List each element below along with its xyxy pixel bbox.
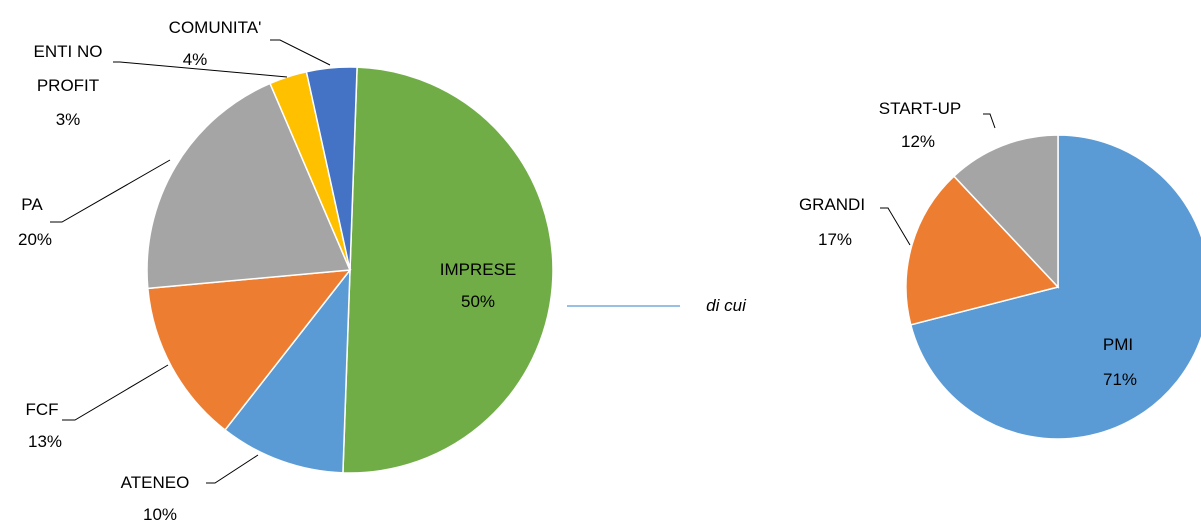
slice-value-label: 12% xyxy=(900,132,936,151)
slice-label: ENTI NO PROFIT xyxy=(33,42,103,95)
leader-line xyxy=(880,207,911,246)
leader-line xyxy=(62,364,169,421)
slice-value-label: 3% xyxy=(55,110,81,129)
slice-value-label: 50% xyxy=(460,292,496,311)
leader-line xyxy=(50,159,171,223)
connector-label: di cui xyxy=(706,296,746,315)
pie-slice xyxy=(909,134,1201,440)
pie-slice xyxy=(952,134,1059,289)
pie-slice xyxy=(146,82,352,290)
slice-value-label: 71% xyxy=(1102,370,1138,389)
slice-value-label: 17% xyxy=(817,230,853,249)
slice-label: IMPRESE xyxy=(439,260,517,279)
slice-label: GRANDI xyxy=(798,195,866,214)
pie-slice xyxy=(223,267,351,474)
pie-slice xyxy=(147,269,352,432)
slice-label: PA xyxy=(21,195,43,214)
slice-label: FCF xyxy=(25,400,59,419)
slice-label: START-UP xyxy=(878,99,962,118)
leader-line xyxy=(206,454,259,484)
slice-label: PMI xyxy=(1102,335,1134,354)
leader-line xyxy=(270,39,331,66)
slice-value-label: 10% xyxy=(142,505,178,524)
slice-value-label: 20% xyxy=(17,230,53,249)
pie-slice xyxy=(342,66,554,474)
slice-value-label: 13% xyxy=(27,432,63,451)
pie-slice xyxy=(305,66,358,271)
slice-label: COMUNITA' xyxy=(168,18,262,37)
leader-line xyxy=(113,61,288,78)
slice-value-label: 4% xyxy=(182,50,208,69)
slice-label: ATENEO xyxy=(120,473,190,492)
leader-line xyxy=(983,113,996,129)
pie-slice xyxy=(905,175,1060,326)
